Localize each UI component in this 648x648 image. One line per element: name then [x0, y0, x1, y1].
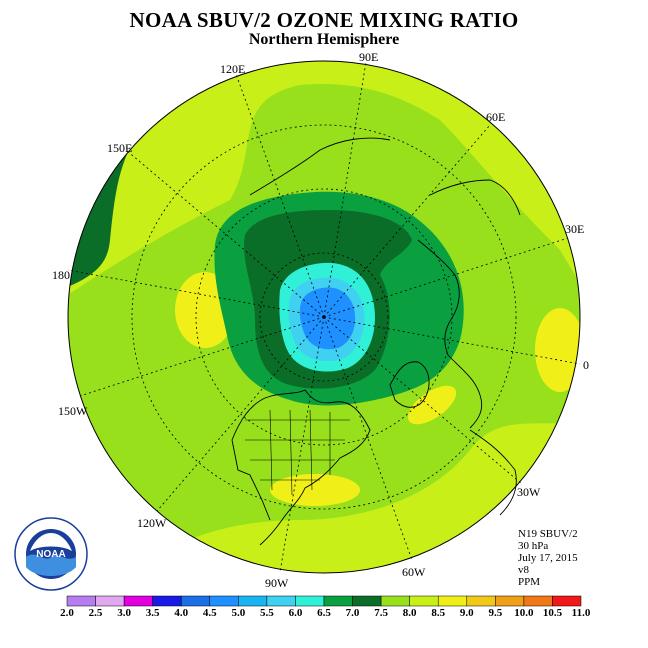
latitude-circle: [195, 188, 453, 446]
field-yellow-patch: [535, 308, 580, 392]
noaa-logo: NOAA: [14, 517, 88, 591]
field-yellow-patch: [270, 474, 360, 506]
map-border: [67, 60, 581, 574]
lon-label-90e: 90E: [359, 50, 379, 64]
meridian-line: [323, 124, 491, 318]
colorbar-swatch: [123, 595, 153, 607]
colorbar-tick-label: 9.0: [459, 607, 474, 619]
colorbar-tick-label: 11.0: [571, 607, 591, 619]
latitude-circle: [131, 124, 517, 510]
colorbar-tick-label: 7.0: [345, 607, 360, 619]
latitude-circle: [259, 252, 389, 382]
us-state-lines: [245, 409, 350, 496]
colorbar-tick-label: 6.5: [317, 607, 331, 619]
coastline-africa: [469, 429, 517, 516]
coastlines: [231, 137, 521, 546]
colorbar-swatch: [552, 595, 582, 607]
colorbar-tick-label: 8.5: [431, 607, 446, 619]
colorbar: [66, 595, 582, 607]
colorbar-swatch: [495, 595, 525, 607]
lon-label-30e: 30E: [565, 222, 585, 236]
lon-label-60w: 60W: [402, 565, 426, 579]
info-version: v8: [518, 564, 529, 576]
colorbar-swatch: [323, 595, 353, 607]
meridian-line: [323, 316, 523, 485]
field-core-blue: [299, 287, 356, 350]
colorbar-swatch: [295, 595, 325, 607]
meridian-line: [125, 149, 325, 318]
field-yellow-patch: [407, 385, 457, 425]
colorbar-tick-label: 7.5: [374, 607, 388, 619]
colorbar-swatch: [238, 595, 268, 607]
info-instrument: N19 SBUV/2: [518, 528, 578, 540]
meridian-line: [323, 61, 367, 318]
colorbar-tick-label: 8.0: [402, 607, 417, 619]
colorbar-swatch: [437, 595, 468, 607]
meridian-line: [67, 269, 325, 318]
info-units: PPM: [518, 576, 541, 588]
colorbar-swatch: [209, 595, 239, 607]
coastline-greenland: [389, 361, 430, 408]
lon-label-120w: 120W: [137, 516, 167, 530]
colorbar-swatch: [152, 595, 182, 607]
meridian-line: [323, 316, 581, 365]
meridian-line: [235, 73, 325, 318]
lon-label-150w: 150W: [58, 404, 88, 418]
colorbar-tick-label: 5.5: [260, 607, 274, 619]
logo-wordmark: NOAA: [36, 549, 65, 560]
meridian-line: [323, 316, 413, 561]
map-subtitle: Northern Hemisphere: [248, 31, 400, 48]
colorbar-swatch: [95, 595, 125, 607]
colorbar-tick-label: 6.0: [288, 607, 303, 619]
colorbar-tick-label: 3.5: [145, 607, 160, 619]
colorbar-swatch: [180, 595, 211, 607]
colorbar-tick-label: 10.5: [542, 607, 563, 619]
graticule: [67, 61, 581, 573]
coastline-north-america: [231, 389, 371, 546]
meridian-line: [279, 316, 325, 573]
colorbar-swatch: [523, 595, 553, 607]
ozone-field: [68, 61, 580, 573]
colorbar-tick-label: 4.0: [174, 607, 189, 619]
colorbar-swatch: [266, 595, 296, 607]
lon-label-90w: 90W: [265, 576, 289, 590]
colorbar-tick-label: 5.0: [231, 607, 246, 619]
colorbar-tick-label: 10.0: [514, 607, 534, 619]
map-title: NOAA SBUV/2 OZONE MIXING RATIO: [129, 8, 519, 32]
lon-label-0: 0: [583, 358, 589, 372]
colorbar-tick-label: 9.5: [488, 607, 503, 619]
colorbar-swatch: [380, 595, 410, 607]
colorbar-swatch: [66, 595, 96, 607]
colorbar-tick-label: 2.0: [60, 607, 74, 619]
lon-label-180: 180: [52, 268, 70, 282]
coastline-europe-asia: [249, 137, 521, 429]
colorbar-swatch: [409, 595, 439, 607]
lon-label-60e: 60E: [486, 110, 506, 124]
info-date: July 17, 2015: [518, 552, 578, 564]
lon-label-150e: 150E: [107, 141, 133, 155]
lon-label-120e: 120E: [220, 62, 246, 76]
lon-label-30w: 30W: [517, 485, 541, 499]
colorbar-tick-label: 4.5: [202, 607, 217, 619]
colorbar-swatch: [466, 595, 496, 607]
info-level: 30 hPa: [518, 540, 549, 552]
colorbar-tick-label: 3.0: [117, 607, 131, 619]
colorbar-swatch: [352, 595, 382, 607]
colorbar-tick-label: 2.5: [88, 607, 103, 619]
